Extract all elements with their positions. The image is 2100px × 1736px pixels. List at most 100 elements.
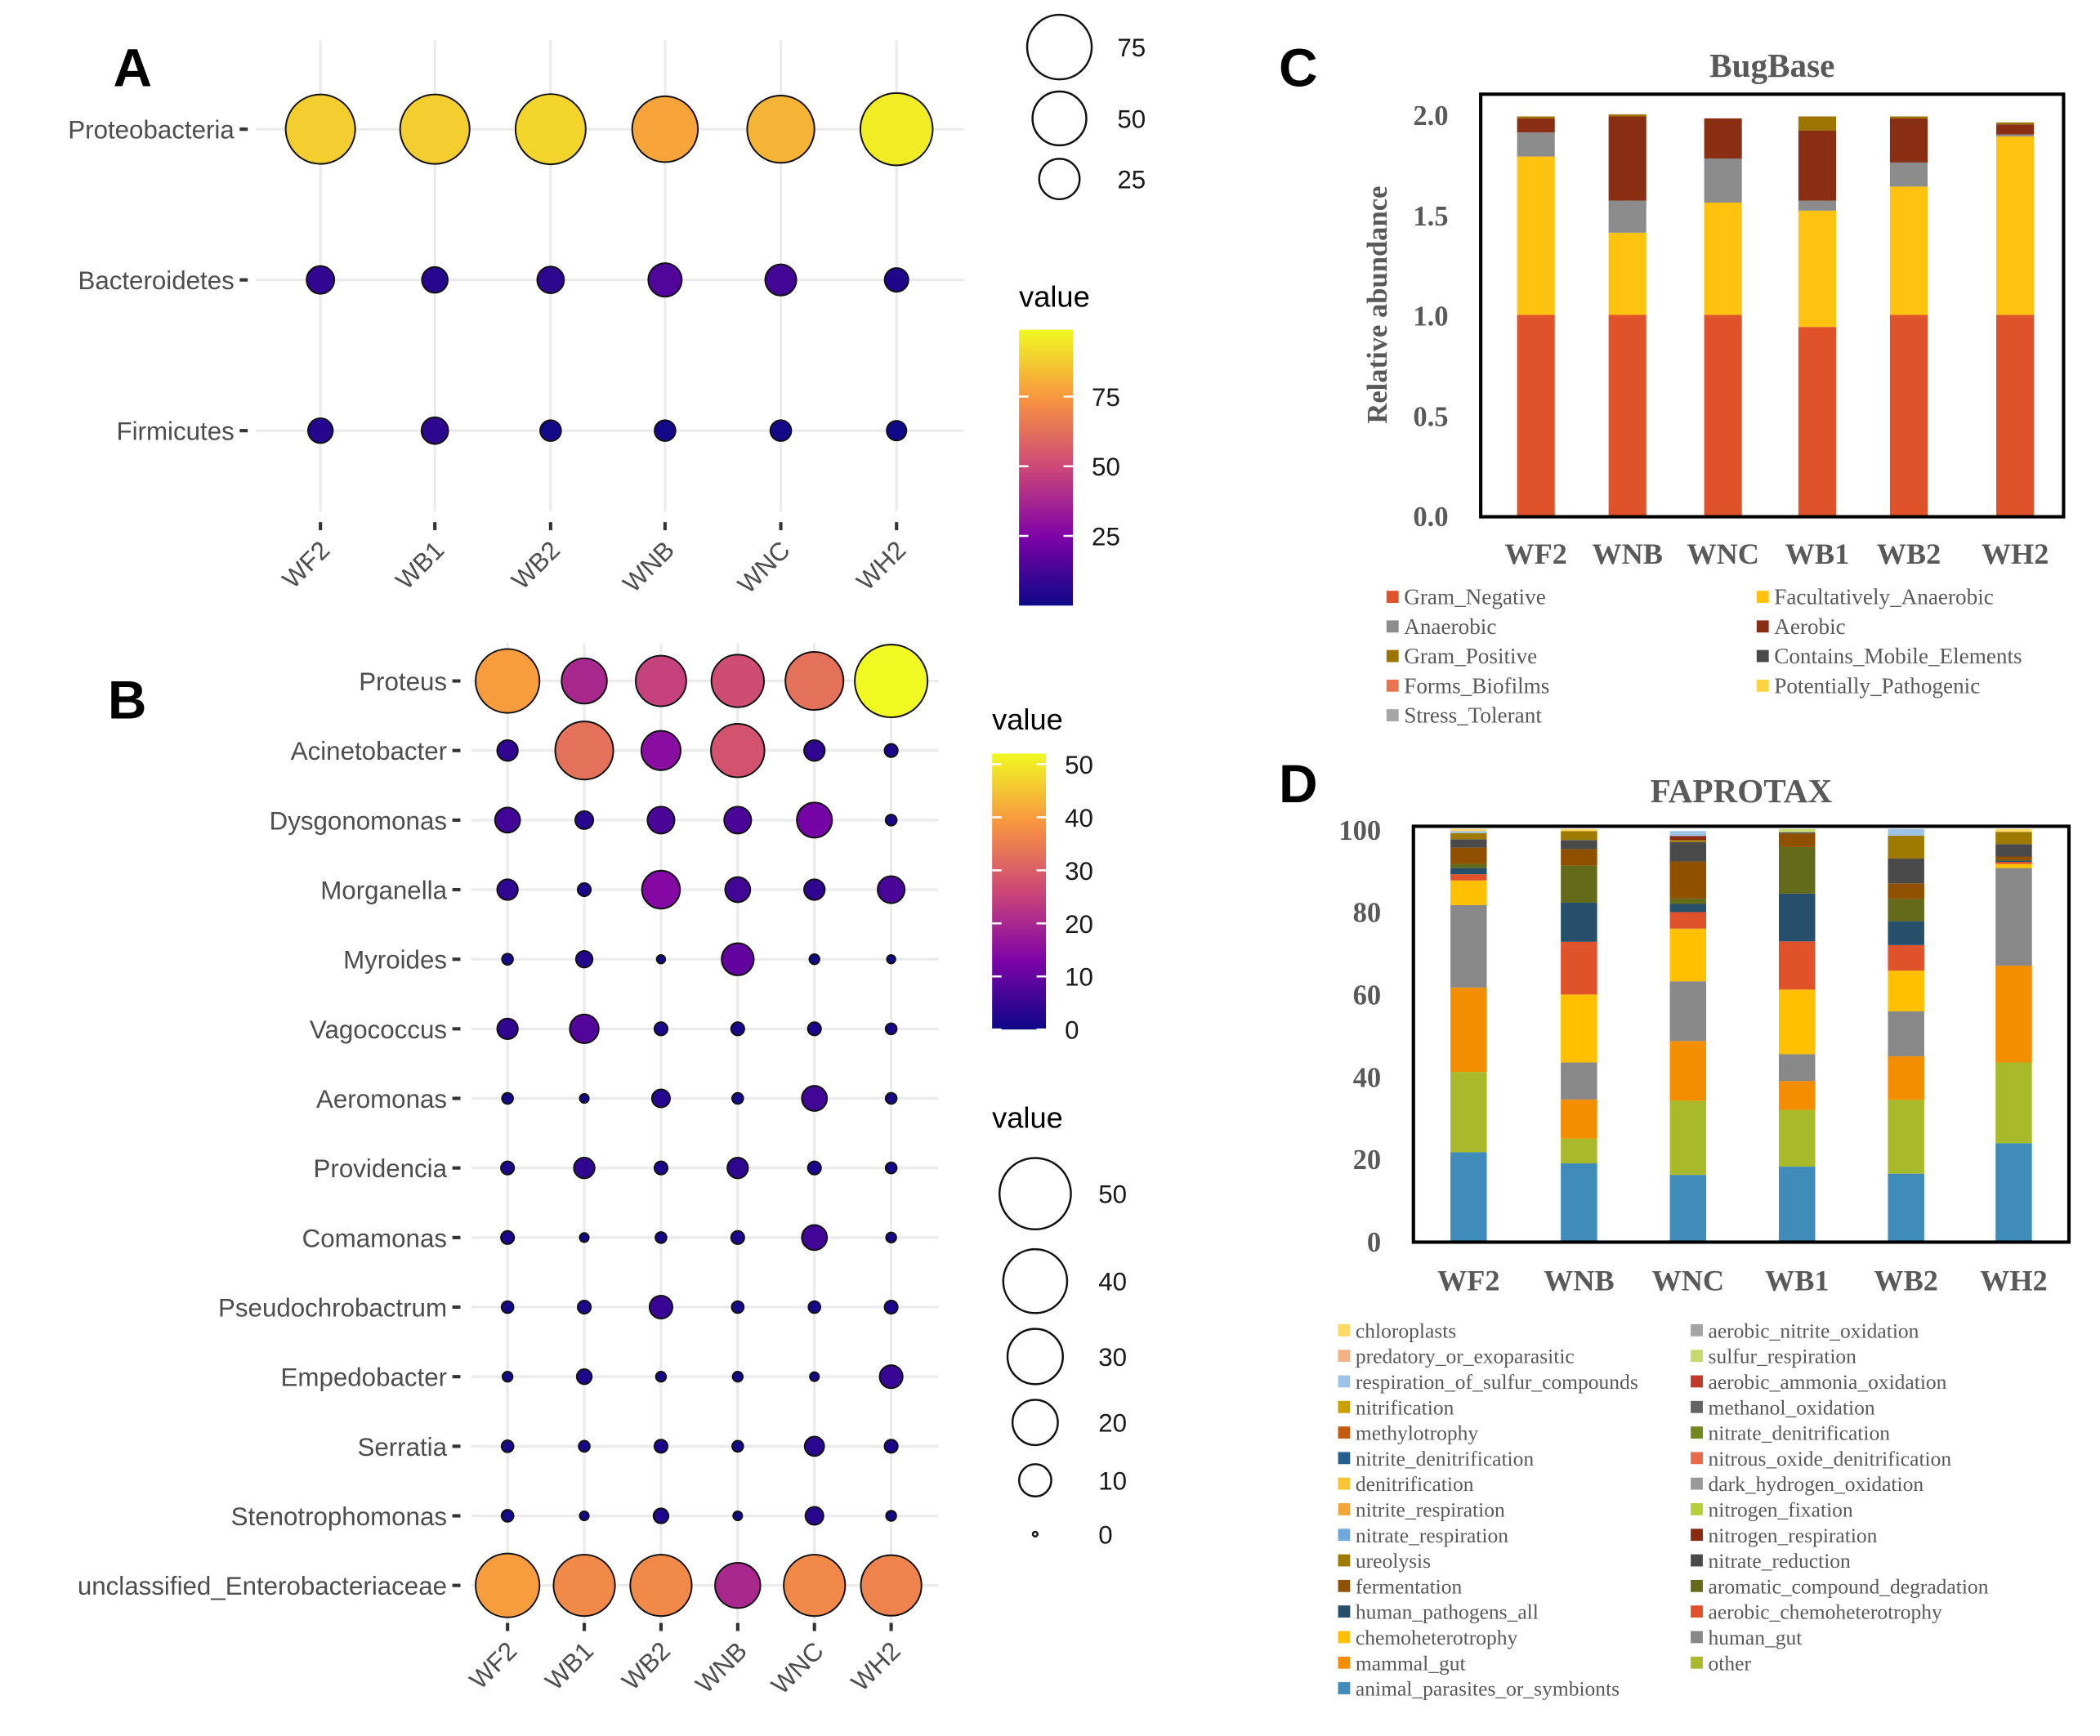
y-tick-label: 1.0 [1413,301,1448,332]
legend-label: dark_hydrogen_oxidation [1709,1472,1924,1496]
bubble-point [646,806,676,835]
y-tick-label: unclassified_Enterobacteriaceae [78,1572,447,1600]
legend-swatch [1338,1375,1351,1388]
bubble-point [421,266,449,294]
size-legend-label: 30 [1098,1343,1127,1372]
bubble-point [803,878,826,901]
legend-swatch [1338,1426,1351,1439]
legend-swatch [1386,649,1399,663]
plot-frame [1479,92,2066,519]
bubble-point [501,953,514,966]
bubble-point [640,730,681,771]
y-tick-label: Acinetobacter [291,737,447,765]
size-legend-label: 50 [1117,105,1146,133]
bar-segment [1798,327,1837,515]
bar-segment [1704,118,1742,159]
bubble-point [653,1021,668,1037]
bubble-point [714,1561,762,1609]
bar-segment [1450,839,1487,848]
bubble-point [886,953,896,965]
size-legend-label: 10 [1098,1467,1127,1496]
bar-segment [1669,1041,1707,1101]
x-tick-label: WNB [618,536,680,598]
bubble-point [710,722,766,779]
legend-label: animal_parasites_or_symbionts [1356,1677,1620,1701]
y-tick-label: Comamonas [302,1224,447,1252]
bubble-point [420,416,449,445]
bubble-point [500,1300,515,1314]
size-legend-circle [1031,1530,1039,1537]
y-tick-label: 60 [1353,980,1382,1011]
legend-swatch [1338,1323,1351,1337]
bubble-point [574,950,594,969]
legend-swatch [1338,1350,1351,1363]
bubble-point [883,267,909,293]
bubble-point [784,651,845,712]
bubble-point [859,91,934,167]
bubble-point [723,806,753,835]
bubble-point [653,1439,668,1454]
color-bar-tick-label: 10 [1065,963,1093,992]
legend-label: nitrification [1356,1395,1454,1419]
bar-segment [1450,1072,1487,1153]
panel-letter-a: A [113,37,152,97]
bar-segment [1779,941,1816,990]
bubble-point [746,95,815,164]
x-tick-label: WB1 [539,1636,599,1696]
bar-segment [1889,162,1928,187]
legend-label: nitrogen_fixation [1709,1497,1853,1521]
bubble-point [796,801,833,839]
x-tick-label: WH2 [1980,1265,2048,1297]
bubble-point [808,953,820,966]
bubble-point [579,1092,590,1105]
bar-segment [1996,124,2035,135]
x-tick-label: WH2 [1982,538,2049,570]
bar-segment [1995,868,2032,966]
bubble-point [885,1231,897,1244]
bubble-point [653,1160,668,1176]
bar-segment [1608,232,1646,315]
bubble-point [731,1300,745,1314]
bar-segment [1669,1100,1707,1176]
bar-segment [1450,904,1487,988]
legend-swatch [1691,1323,1703,1337]
bubble-point [475,648,541,714]
bar-segment [1888,1011,1924,1056]
y-tick-label: 40 [1353,1062,1382,1093]
bubble-point [576,1299,592,1315]
bar-segment [1888,828,1924,836]
size-legend-label: 0 [1098,1520,1112,1549]
bar-segment [1798,130,1837,201]
bubble-point [561,657,608,705]
legend-swatch [1756,679,1769,692]
bar-segment [1888,1055,1924,1100]
bar-segment [1669,861,1707,899]
bar-segment [1669,841,1707,862]
x-tick-label: WNB [690,1636,753,1698]
legend-label: Gram_Negative [1404,585,1546,609]
legend-label: sulfur_respiration [1709,1345,1857,1368]
bubble-point [877,875,906,904]
legend-label: human_gut [1709,1626,1803,1649]
x-tick-label: WNB [1592,538,1663,570]
legend-label: aerobic_ammonia_oxidation [1709,1370,1947,1394]
bubble-point [514,93,587,166]
bar-segment [1888,859,1924,884]
y-tick-label: Bacteroidetes [78,266,234,295]
y-tick-label: Myroides [343,946,447,975]
x-tick-label: WB1 [391,536,450,596]
legend-swatch [1338,1528,1351,1542]
bar-segment [1561,840,1597,850]
bubble-point [284,93,356,165]
legend-swatch [1691,1605,1703,1618]
size-legend-circle [1011,1399,1059,1447]
bar-segment [1996,315,2035,515]
legend-label: nitrate_denitrification [1709,1421,1891,1445]
bubble-point [501,1370,514,1383]
bar-segment [1995,860,2032,863]
bar-segment [1669,836,1707,841]
legend-label: nitrate_reduction [1709,1549,1852,1573]
chart-title: FAPROTAX [1651,772,1833,810]
bar-segment [1779,989,1816,1055]
bar-segment [1517,116,1555,118]
